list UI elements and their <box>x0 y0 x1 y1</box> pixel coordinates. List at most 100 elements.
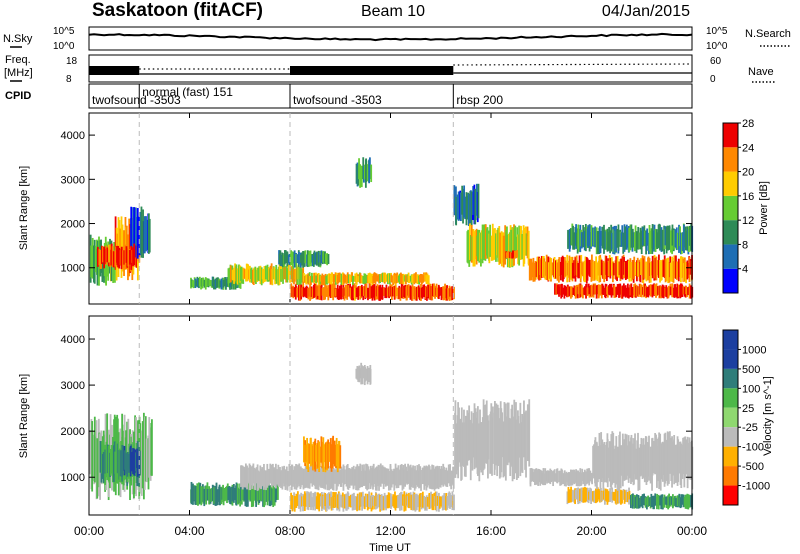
power-cell <box>630 224 633 248</box>
power-cell <box>290 250 292 266</box>
velocity-cell <box>584 487 587 503</box>
power-cell <box>434 285 436 299</box>
power-cell <box>682 286 685 295</box>
power-cell <box>311 276 314 283</box>
velocity-cell <box>680 494 683 508</box>
velocity-cell <box>438 465 440 488</box>
velocity-cell <box>553 469 556 482</box>
velocity-cell <box>412 465 414 488</box>
colorbar-tick-label: 100 <box>742 383 760 395</box>
power-cell <box>240 266 243 284</box>
x-tick-label: 20:00 <box>576 524 606 538</box>
velocity-cell <box>636 496 639 509</box>
power-cell <box>355 287 358 298</box>
velocity-cell <box>304 444 307 464</box>
power-cell <box>142 209 144 258</box>
velocity-cell <box>462 422 464 466</box>
velocity-cell <box>266 489 269 502</box>
power-cell <box>673 230 676 250</box>
velocity-cell <box>687 442 690 480</box>
velocity-cell <box>638 497 641 509</box>
power-cell <box>278 264 281 285</box>
power-cell <box>408 275 411 284</box>
velocity-cell <box>240 489 243 505</box>
power-cell <box>354 287 356 301</box>
velocity-cell <box>466 412 469 461</box>
velocity-cell <box>214 485 217 506</box>
power-cell <box>592 261 595 281</box>
power-cell <box>556 284 559 295</box>
power-cell <box>628 260 631 282</box>
power-cell <box>103 246 106 269</box>
power-cell <box>626 227 629 248</box>
velocity-cell <box>424 466 427 486</box>
power-cell <box>415 272 417 283</box>
power-cell <box>134 208 136 258</box>
power-cell <box>427 275 430 285</box>
power-cell <box>396 272 399 283</box>
power-cell <box>304 275 306 283</box>
power-cell <box>388 286 391 299</box>
power-cell <box>540 255 543 278</box>
velocity-cell <box>648 497 651 506</box>
power-cell <box>293 269 296 282</box>
velocity-cell <box>428 492 431 510</box>
velocity-cell <box>114 451 117 474</box>
nave-tick-bottom: 0 <box>710 74 716 85</box>
power-cell <box>470 191 473 226</box>
velocity-cell <box>271 488 274 506</box>
colorbar-swatch <box>723 330 738 350</box>
velocity-cell <box>126 452 129 472</box>
velocity-cell <box>678 441 680 474</box>
power-cell <box>679 283 682 298</box>
velocity-cell <box>373 468 376 484</box>
power-cell <box>583 230 586 251</box>
velocity-cell <box>604 444 606 483</box>
velocity-cell <box>567 487 570 503</box>
power-cell <box>330 283 333 298</box>
velocity-cell <box>249 465 252 491</box>
power-cell <box>624 232 627 246</box>
power-cell <box>426 273 429 284</box>
power-cell <box>346 272 349 283</box>
velocity-cell <box>620 445 623 476</box>
power-cell <box>442 286 445 301</box>
velocity-cell <box>668 496 671 506</box>
velocity-cell <box>601 439 604 479</box>
power-cell <box>560 257 563 275</box>
velocity-cell <box>303 436 305 463</box>
power-cell <box>141 220 143 251</box>
velocity-cell <box>386 494 389 509</box>
power-cell <box>130 245 133 270</box>
colorbar-tick-label: 16 <box>742 191 754 203</box>
power-cell <box>656 260 659 276</box>
power-cell <box>112 251 115 268</box>
power-cell <box>566 262 569 276</box>
power-cell <box>578 255 581 279</box>
velocity-cell <box>604 488 607 501</box>
power-cell <box>367 288 369 298</box>
colorbar-swatch <box>723 220 738 245</box>
velocity-cell <box>101 453 104 479</box>
velocity-cell <box>579 468 582 487</box>
velocity-cell <box>111 445 113 474</box>
power-cell <box>370 286 373 298</box>
velocity-cell <box>361 491 364 507</box>
power-cell <box>122 250 125 269</box>
power-cell <box>101 250 104 279</box>
power-cell <box>359 273 362 284</box>
power-cell <box>358 158 360 180</box>
power-cell <box>305 274 308 285</box>
power-cell <box>260 267 263 286</box>
velocity-cell <box>629 494 632 509</box>
power-cell <box>253 267 256 282</box>
power-cell <box>404 284 407 299</box>
velocity-colorbar-label: Velocity [m s^-1] <box>762 376 774 456</box>
power-cell <box>391 286 394 297</box>
power-cell <box>514 225 517 258</box>
velocity-cell <box>397 495 399 509</box>
power-y-ticks: 1000 2000 3000 4000 <box>61 130 692 275</box>
power-cell <box>684 230 687 251</box>
velocity-cell <box>582 472 585 485</box>
power-cell <box>310 275 312 286</box>
